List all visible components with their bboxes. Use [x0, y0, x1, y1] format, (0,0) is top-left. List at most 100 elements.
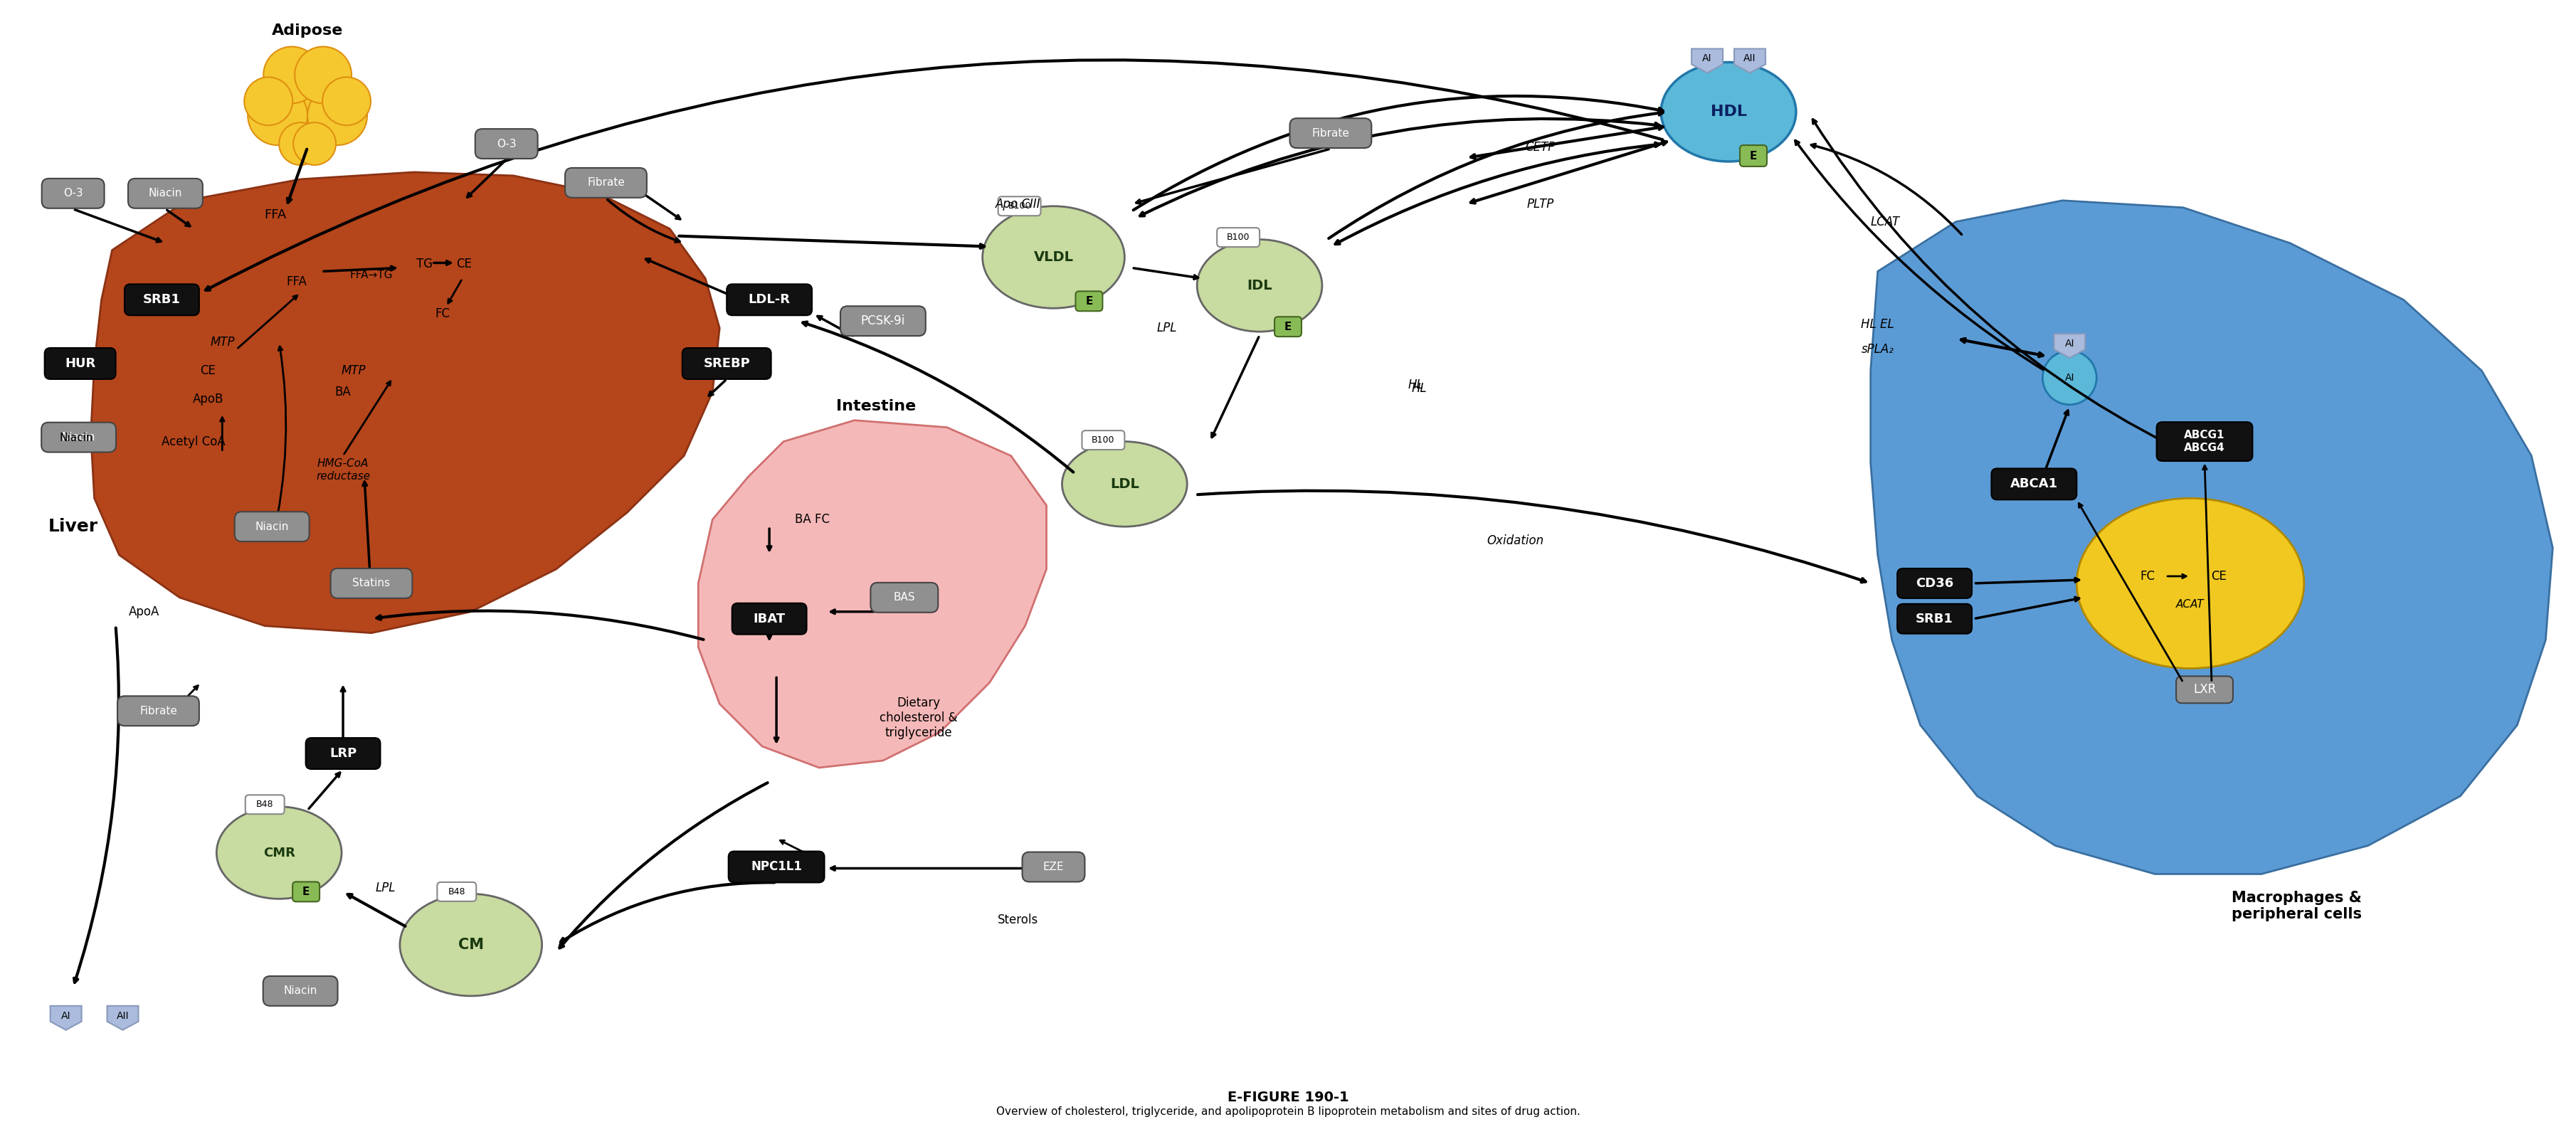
Circle shape [294, 47, 350, 103]
FancyBboxPatch shape [2156, 422, 2251, 461]
Text: LPL: LPL [1157, 322, 1177, 334]
Text: CE: CE [456, 258, 471, 270]
Text: LDL-R: LDL-R [750, 293, 791, 306]
FancyBboxPatch shape [683, 348, 770, 379]
Text: PCSK-9i: PCSK-9i [860, 314, 904, 328]
Text: ABCG1
ABCG4: ABCG1 ABCG4 [2184, 430, 2226, 453]
FancyBboxPatch shape [1899, 604, 1971, 634]
Circle shape [247, 85, 307, 145]
Text: AII: AII [116, 1011, 129, 1021]
FancyBboxPatch shape [129, 178, 204, 209]
Polygon shape [1870, 201, 2553, 874]
Text: B100: B100 [1007, 202, 1030, 211]
Text: ABCA1: ABCA1 [2009, 478, 2058, 490]
Text: B48: B48 [448, 888, 466, 896]
Circle shape [278, 122, 322, 165]
FancyBboxPatch shape [732, 604, 806, 634]
Text: BA FC: BA FC [793, 513, 829, 526]
FancyBboxPatch shape [726, 284, 811, 315]
Text: Fibrate: Fibrate [139, 706, 178, 716]
Text: FC: FC [2141, 570, 2156, 582]
Polygon shape [698, 421, 1046, 767]
Text: ApoB: ApoB [193, 393, 224, 405]
Text: BAS: BAS [894, 592, 914, 603]
Text: AI: AI [2066, 373, 2074, 383]
Text: AI: AI [1703, 54, 1713, 64]
Text: CMR: CMR [263, 846, 296, 859]
Text: HDL: HDL [1710, 104, 1747, 119]
Text: EZE: EZE [1043, 862, 1064, 872]
Circle shape [245, 77, 294, 126]
FancyBboxPatch shape [41, 178, 103, 209]
Text: SREBP: SREBP [703, 357, 750, 370]
Text: TG: TG [417, 258, 433, 270]
Circle shape [263, 47, 319, 103]
FancyBboxPatch shape [438, 882, 477, 901]
FancyBboxPatch shape [474, 129, 538, 158]
Circle shape [2043, 351, 2097, 405]
Text: CE: CE [2210, 570, 2226, 582]
Circle shape [322, 77, 371, 126]
Text: AI: AI [62, 1011, 70, 1021]
Polygon shape [108, 1006, 139, 1030]
Text: LDL: LDL [1110, 477, 1139, 490]
Polygon shape [90, 172, 719, 633]
Text: E: E [301, 886, 309, 898]
FancyBboxPatch shape [307, 738, 381, 769]
Text: Macrophages &
peripheral cells: Macrophages & peripheral cells [2231, 891, 2362, 921]
Text: LRP: LRP [330, 747, 355, 760]
Text: B100: B100 [1226, 232, 1249, 242]
Polygon shape [1734, 48, 1765, 73]
Text: Niacin: Niacin [283, 985, 317, 996]
FancyBboxPatch shape [44, 348, 116, 379]
Text: Niacin: Niacin [59, 433, 93, 443]
Text: MTP: MTP [211, 335, 234, 349]
Text: O-3: O-3 [497, 138, 515, 149]
Text: HL: HL [1409, 378, 1425, 392]
FancyBboxPatch shape [118, 696, 198, 726]
FancyBboxPatch shape [2177, 677, 2233, 703]
Text: Niacin: Niacin [149, 188, 183, 199]
Text: O-3: O-3 [64, 188, 82, 199]
Ellipse shape [981, 206, 1126, 309]
Text: CE: CE [201, 365, 216, 377]
Text: E: E [1749, 150, 1757, 162]
Circle shape [273, 71, 343, 139]
Text: E-FIGURE 190-1: E-FIGURE 190-1 [1226, 1091, 1350, 1104]
FancyBboxPatch shape [263, 976, 337, 1006]
Text: MTP: MTP [343, 365, 366, 377]
FancyBboxPatch shape [564, 168, 647, 197]
Text: Intestine: Intestine [837, 399, 917, 413]
FancyBboxPatch shape [245, 795, 283, 815]
Text: Statins: Statins [353, 578, 392, 589]
Text: HL EL: HL EL [1860, 319, 1893, 331]
Text: E: E [1084, 296, 1092, 306]
Text: B100: B100 [1092, 435, 1115, 444]
Text: LCAT: LCAT [1870, 215, 1899, 228]
Text: Sterols: Sterols [997, 913, 1038, 927]
Polygon shape [2053, 333, 2084, 358]
Text: Fibrate: Fibrate [1311, 128, 1350, 138]
Text: Overview of cholesterol, triglyceride, and apolipoprotein B lipoprotein metaboli: Overview of cholesterol, triglyceride, a… [997, 1106, 1579, 1116]
Text: VLDL: VLDL [1033, 250, 1074, 264]
Text: SRB1: SRB1 [144, 293, 180, 306]
Text: Niacin: Niacin [255, 522, 289, 532]
FancyBboxPatch shape [871, 582, 938, 613]
FancyBboxPatch shape [1275, 316, 1301, 337]
Circle shape [294, 122, 335, 165]
Text: IBAT: IBAT [752, 613, 786, 625]
Text: Oxidation: Oxidation [1486, 534, 1543, 548]
Text: SRB1: SRB1 [1917, 613, 1953, 625]
FancyBboxPatch shape [1216, 228, 1260, 247]
Text: BA: BA [335, 386, 350, 398]
Text: CETP: CETP [1525, 141, 1556, 154]
FancyBboxPatch shape [330, 569, 412, 598]
Ellipse shape [1198, 239, 1321, 332]
Polygon shape [52, 1006, 82, 1030]
Text: PLTP: PLTP [1528, 197, 1553, 211]
Text: LPL: LPL [376, 882, 397, 894]
Text: FFA: FFA [265, 209, 286, 221]
FancyBboxPatch shape [1077, 292, 1103, 311]
FancyBboxPatch shape [41, 422, 116, 452]
Text: FFA: FFA [286, 276, 307, 288]
